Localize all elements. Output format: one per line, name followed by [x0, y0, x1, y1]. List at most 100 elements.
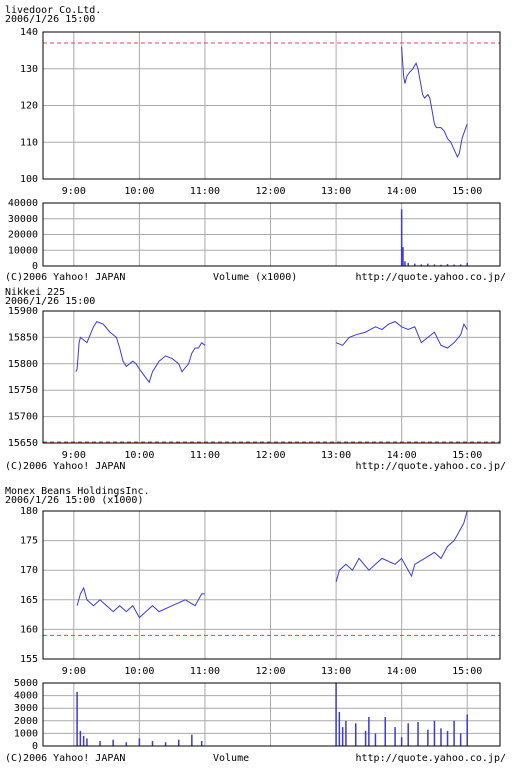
y-tick-label: 120 [20, 101, 38, 112]
volume-bar [374, 733, 377, 746]
axis-label: Volume (x1000) [213, 272, 297, 283]
volume-bar [433, 264, 436, 266]
x-tick-label: 12:00 [255, 666, 285, 677]
x-tick-label: 9:00 [62, 666, 86, 677]
source-url: http://quote.yahoo.co.jp/ [355, 753, 506, 764]
plot-area [43, 683, 500, 746]
volume-bar [440, 728, 442, 746]
volume-bar [345, 720, 347, 746]
volume-bar [200, 740, 203, 746]
volume-bar [79, 730, 82, 746]
volume-bar [368, 717, 370, 746]
volume-bar [400, 737, 403, 746]
credit: (C)2006 Yahoo! JAPAN [5, 753, 125, 764]
volume-bar [446, 730, 449, 746]
axis-label: Volume [213, 753, 249, 764]
plot-frame [42, 310, 501, 444]
chart-title: Nikkei 225 [5, 287, 65, 298]
y-tick-label: 0 [32, 261, 38, 272]
x-tick-label: 13:00 [321, 186, 351, 197]
price-line [75, 320, 468, 384]
y-tick-label: 130 [20, 64, 38, 75]
volume-bar [433, 720, 436, 746]
y-tick-label: 180 [20, 506, 38, 517]
volume-bar [177, 739, 180, 746]
volume-bar [82, 735, 85, 746]
volume-bar [112, 739, 114, 746]
y-tick-label: 100 [20, 174, 38, 185]
y-tick-label: 15900 [8, 306, 38, 317]
volume-bar [125, 742, 128, 746]
volume-bar [427, 729, 429, 746]
volume-bar [76, 691, 78, 746]
volume-bar [453, 264, 455, 266]
y-tick-label: 170 [20, 565, 38, 576]
volume-bar [404, 261, 406, 266]
x-tick-label: 10:00 [124, 450, 154, 461]
chart-subtitle: 2006/1/26 15:00 [5, 14, 95, 25]
y-tick-label: 5000 [14, 678, 38, 689]
x-tick-label: 13:00 [321, 666, 351, 677]
volume-bar [338, 711, 341, 746]
y-tick-label: 15700 [8, 412, 38, 423]
y-tick-label: 140 [20, 27, 38, 38]
volume-bar [335, 683, 337, 746]
volume-bar [355, 723, 357, 746]
x-tick-label: 13:00 [321, 450, 351, 461]
plot-frame [42, 510, 501, 660]
chart-subtitle: 2006/1/26 15:00 [5, 296, 95, 307]
source-url: http://quote.yahoo.co.jp/ [355, 272, 506, 283]
y-tick-label: 15750 [8, 385, 38, 396]
y-tick-label: 110 [20, 137, 38, 148]
price-line [76, 510, 468, 619]
x-tick-label: 14:00 [387, 450, 417, 461]
volume-bar [341, 727, 344, 746]
credit: (C)2006 Yahoo! JAPAN [5, 272, 125, 283]
volume-bar [86, 738, 88, 746]
volume-bar [164, 742, 167, 746]
y-tick-label: 30000 [8, 214, 38, 225]
y-tick-label: 3000 [14, 703, 38, 714]
x-tick-label: 15:00 [452, 666, 482, 677]
volume-bar [191, 734, 193, 746]
y-tick-label: 4000 [14, 691, 38, 702]
volume-bar [384, 717, 387, 746]
x-tick-label: 14:00 [387, 666, 417, 677]
volume-bar [138, 738, 141, 746]
plot-area [43, 311, 500, 443]
price-line [401, 46, 468, 159]
volume-bar [466, 714, 468, 746]
volume-bar [440, 264, 442, 266]
credit: (C)2006 Yahoo! JAPAN [5, 461, 125, 472]
y-tick-label: 10000 [8, 245, 38, 256]
volume-bar [420, 264, 423, 266]
volume-bar [407, 262, 409, 266]
plot-area [43, 511, 500, 659]
volume-bar [364, 730, 367, 746]
x-tick-label: 9:00 [62, 450, 86, 461]
volume-bar [466, 262, 468, 266]
volume-bar [414, 263, 416, 266]
x-tick-label: 10:00 [124, 666, 154, 677]
y-tick-label: 1000 [14, 728, 38, 739]
x-tick-label: 12:00 [255, 450, 285, 461]
volume-bar [99, 740, 101, 746]
volume-bar [394, 727, 396, 746]
chart-title: Monex Beans HoldingsInc. [5, 486, 150, 497]
plot-frame [42, 31, 501, 180]
volume-bar [417, 722, 419, 746]
y-tick-label: 0 [32, 741, 38, 752]
y-tick-label: 20000 [8, 230, 38, 241]
x-tick-label: 12:00 [255, 186, 285, 197]
chart-subtitle: 2006/1/26 15:00 (x1000) [5, 495, 143, 506]
x-tick-label: 9:00 [62, 186, 86, 197]
plot-frame [42, 202, 501, 267]
source-url: http://quote.yahoo.co.jp/ [355, 461, 506, 472]
x-tick-label: 11:00 [190, 450, 220, 461]
y-tick-label: 40000 [8, 198, 38, 209]
x-tick-label: 11:00 [190, 186, 220, 197]
x-tick-label: 15:00 [452, 186, 482, 197]
y-tick-label: 2000 [14, 716, 38, 727]
x-tick-label: 11:00 [190, 666, 220, 677]
